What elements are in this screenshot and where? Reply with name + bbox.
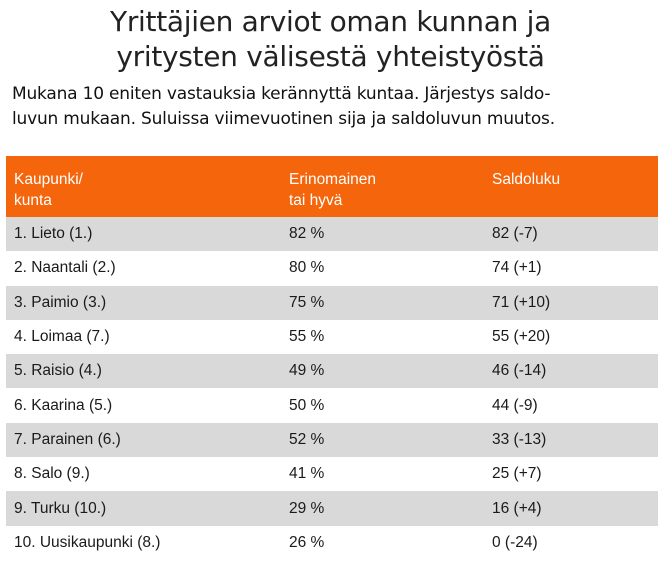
header-balance: Saldoluku xyxy=(484,169,658,217)
cell-balance: 71 (+10) xyxy=(492,293,551,311)
subtitle-line-1: Mukana 10 eniten vastauksia kerännyttä k… xyxy=(12,84,551,104)
table-row: 1. Lieto (1.) 82 % 82 (-7) xyxy=(6,217,658,252)
header-municipality: Kaupunki/ kunta xyxy=(6,169,280,217)
cell-excellent-or-good: 49 % xyxy=(289,362,325,380)
cell-municipality: 9. Turku (10.) xyxy=(14,499,107,517)
header-excellent-line-2: tai hyvä xyxy=(289,192,343,209)
cell-balance: 74 (+1) xyxy=(492,259,542,277)
cell-municipality: 8. Salo (9.) xyxy=(14,465,90,483)
cell-municipality: 10. Uusikaupunki (8.) xyxy=(14,533,161,551)
cell-balance: 44 (-9) xyxy=(492,396,538,414)
cell-municipality: 4. Loimaa (7.) xyxy=(14,328,110,346)
cell-municipality: 7. Parainen (6.) xyxy=(14,430,121,448)
table-row: 8. Salo (9.) 41 % 25 (+7) xyxy=(6,457,658,492)
title-line-1: Yrittäjien arviot oman kunnan ja xyxy=(110,5,551,38)
header-excellent-line-1: Erinomainen xyxy=(289,171,377,188)
header-excellent-or-good: Erinomainen tai hyvä xyxy=(280,169,484,217)
header-municipality-line-1: Kaupunki/ xyxy=(14,171,83,188)
cell-excellent-or-good: 41 % xyxy=(289,465,325,483)
cell-balance: 55 (+20) xyxy=(492,328,551,346)
table-row: 2. Naantali (2.) 80 % 74 (+1) xyxy=(6,251,658,286)
cell-municipality: 5. Raisio (4.) xyxy=(14,362,102,380)
cell-municipality: 3. Paimio (3.) xyxy=(14,293,107,311)
table-row: 3. Paimio (3.) 75 % 71 (+10) xyxy=(6,285,658,320)
cell-excellent-or-good: 80 % xyxy=(289,259,325,277)
cell-municipality: 2. Naantali (2.) xyxy=(14,259,116,277)
cell-excellent-or-good: 55 % xyxy=(289,328,325,346)
header-balance-label: Saldoluku xyxy=(492,171,561,188)
cell-balance: 0 (-24) xyxy=(492,533,538,551)
table-header: Kaupunki/ kunta Erinomainen tai hyvä Sal… xyxy=(6,156,658,217)
cell-municipality: 1. Lieto (1.) xyxy=(14,225,93,243)
cell-balance: 25 (+7) xyxy=(492,465,542,483)
cell-excellent-or-good: 26 % xyxy=(289,533,325,551)
subtitle: Mukana 10 eniten vastauksia kerännyttä k… xyxy=(12,82,647,132)
cell-excellent-or-good: 75 % xyxy=(289,293,325,311)
table-row: 5. Raisio (4.) 49 % 46 (-14) xyxy=(6,354,658,389)
page-title: Yrittäjien arviot oman kunnan ja yrityst… xyxy=(0,0,661,74)
cell-municipality: 6. Kaarina (5.) xyxy=(14,396,113,414)
cell-balance: 16 (+4) xyxy=(492,499,542,517)
table-row: 4. Loimaa (7.) 55 % 55 (+20) xyxy=(6,319,658,355)
title-line-2: yritysten välisestä yhteistyöstä xyxy=(116,40,545,73)
cell-excellent-or-good: 50 % xyxy=(289,396,325,414)
cell-excellent-or-good: 52 % xyxy=(289,430,325,448)
subtitle-line-2: luvun mukaan. Suluissa viimevuotinen sij… xyxy=(12,109,555,129)
ranking-table: Kaupunki/ kunta Erinomainen tai hyvä Sal… xyxy=(6,156,658,560)
cell-excellent-or-good: 29 % xyxy=(289,499,325,517)
table-row: 9. Turku (10.) 29 % 16 (+4) xyxy=(6,491,658,526)
table-row: 7. Parainen (6.) 52 % 33 (-13) xyxy=(6,422,658,458)
cell-excellent-or-good: 82 % xyxy=(289,225,325,243)
table-row: 6. Kaarina (5.) 50 % 44 (-9) xyxy=(6,388,658,423)
cell-balance: 33 (-13) xyxy=(492,430,547,448)
table-row: 10. Uusikaupunki (8.) 26 % 0 (-24) xyxy=(6,525,658,560)
cell-balance: 82 (-7) xyxy=(492,225,538,243)
cell-balance: 46 (-14) xyxy=(492,362,547,380)
header-municipality-line-2: kunta xyxy=(14,192,52,209)
